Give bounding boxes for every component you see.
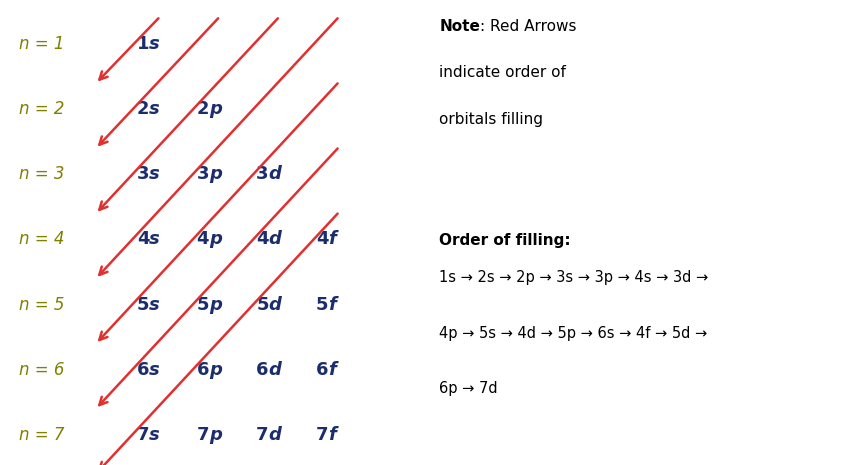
Text: 6: 6 xyxy=(315,361,328,379)
Text: s: s xyxy=(149,231,160,248)
Text: orbitals filling: orbitals filling xyxy=(439,112,543,126)
Text: 3: 3 xyxy=(256,166,268,183)
Text: d: d xyxy=(268,166,281,183)
Text: n = 5: n = 5 xyxy=(19,296,64,313)
Text: 3: 3 xyxy=(136,166,149,183)
Text: 6: 6 xyxy=(136,361,149,379)
Text: s: s xyxy=(149,296,160,313)
Text: 7: 7 xyxy=(136,426,149,444)
Text: f: f xyxy=(328,361,336,379)
Text: s: s xyxy=(149,166,160,183)
Text: n = 3: n = 3 xyxy=(19,166,64,183)
Text: 2: 2 xyxy=(196,100,209,118)
Text: n = 1: n = 1 xyxy=(19,35,64,53)
Text: 4p → 5s → 4d → 5p → 6s → 4f → 5d →: 4p → 5s → 4d → 5p → 6s → 4f → 5d → xyxy=(439,326,706,340)
Text: 4: 4 xyxy=(136,231,149,248)
Text: d: d xyxy=(268,426,281,444)
Text: p: p xyxy=(209,426,222,444)
Text: f: f xyxy=(328,231,336,248)
Text: 7: 7 xyxy=(315,426,328,444)
Text: s: s xyxy=(149,426,160,444)
Text: 7: 7 xyxy=(256,426,268,444)
Text: 5: 5 xyxy=(315,296,328,313)
Text: d: d xyxy=(268,231,281,248)
Text: 5: 5 xyxy=(196,296,209,313)
Text: indicate order of: indicate order of xyxy=(439,65,566,80)
Text: 7: 7 xyxy=(196,426,209,444)
Text: p: p xyxy=(209,361,222,379)
Text: 6: 6 xyxy=(256,361,268,379)
Text: Order of filling:: Order of filling: xyxy=(439,232,570,247)
Text: p: p xyxy=(209,296,222,313)
Text: 1: 1 xyxy=(136,35,149,53)
Text: Note: Note xyxy=(439,19,480,33)
Text: 4: 4 xyxy=(196,231,209,248)
Text: n = 2: n = 2 xyxy=(19,100,64,118)
Text: 5: 5 xyxy=(136,296,149,313)
Text: f: f xyxy=(328,296,336,313)
Text: p: p xyxy=(209,100,222,118)
Text: 2: 2 xyxy=(136,100,149,118)
Text: f: f xyxy=(328,426,336,444)
Text: 1s → 2s → 2p → 3s → 3p → 4s → 3d →: 1s → 2s → 2p → 3s → 3p → 4s → 3d → xyxy=(439,270,708,285)
Text: : Red Arrows: : Red Arrows xyxy=(480,19,576,33)
Text: 4: 4 xyxy=(256,231,268,248)
Text: 5: 5 xyxy=(256,296,268,313)
Text: n = 7: n = 7 xyxy=(19,426,64,444)
Text: d: d xyxy=(268,361,281,379)
Text: n = 4: n = 4 xyxy=(19,231,64,248)
Text: p: p xyxy=(209,166,222,183)
Text: 6p → 7d: 6p → 7d xyxy=(439,381,498,396)
Text: s: s xyxy=(149,361,160,379)
Text: 4: 4 xyxy=(315,231,328,248)
Text: 3: 3 xyxy=(196,166,209,183)
Text: n = 6: n = 6 xyxy=(19,361,64,379)
Text: s: s xyxy=(149,100,160,118)
Text: s: s xyxy=(149,35,160,53)
Text: d: d xyxy=(268,296,281,313)
Text: 6: 6 xyxy=(196,361,209,379)
Text: p: p xyxy=(209,231,222,248)
